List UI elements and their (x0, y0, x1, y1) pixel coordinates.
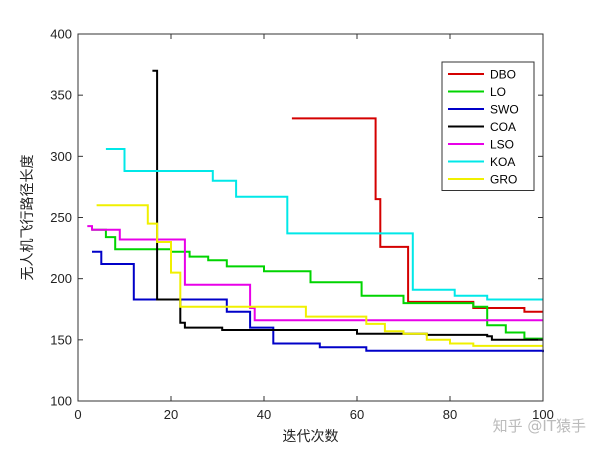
legend-label-koa: KOA (490, 155, 515, 169)
series-line-swo (92, 250, 544, 353)
y-tick-label: 350 (50, 88, 72, 103)
y-tick-label: 100 (50, 394, 72, 409)
legend-label-lso: LSO (490, 138, 514, 152)
series-line-coa (152, 69, 543, 341)
legend-label-coa: COA (490, 120, 516, 134)
x-tick-label: 100 (532, 407, 554, 422)
x-tick-label: 80 (443, 407, 457, 422)
x-axis-label: 迭代次数 (283, 429, 339, 445)
y-axis-label: 无人机飞行路径长度 (20, 155, 36, 281)
legend-label-dbo: DBO (490, 68, 516, 82)
watermark: 知乎 @IT猿手 (492, 417, 586, 435)
y-tick-label: 200 (50, 271, 72, 286)
y-tick-label: 400 (50, 27, 72, 42)
x-tick-label: 20 (164, 407, 178, 422)
series-line-dbo (291, 117, 543, 313)
plot-lines (87, 69, 544, 353)
x-tick-label: 0 (74, 407, 81, 422)
axis-ticks: 0 20 40 60 80 100 100 150 200 250 300 350 400 (50, 27, 554, 423)
legend-label-lo: LO (490, 85, 506, 99)
legend-label-gro: GRO (490, 173, 517, 187)
legend-label-swo: SWO (490, 103, 519, 117)
x-tick-label: 60 (350, 407, 364, 422)
series-line-gro (96, 204, 543, 347)
x-tick-label: 40 (257, 407, 271, 422)
series-line-lso (87, 225, 543, 322)
series-line-lo (92, 228, 543, 340)
y-tick-label: 150 (50, 332, 72, 347)
y-tick-label: 250 (50, 210, 72, 225)
series-line-koa (105, 148, 543, 301)
legend: DBO LO SWO COA LSO KOA GRO (441, 61, 535, 191)
y-tick-label: 300 (50, 149, 72, 164)
